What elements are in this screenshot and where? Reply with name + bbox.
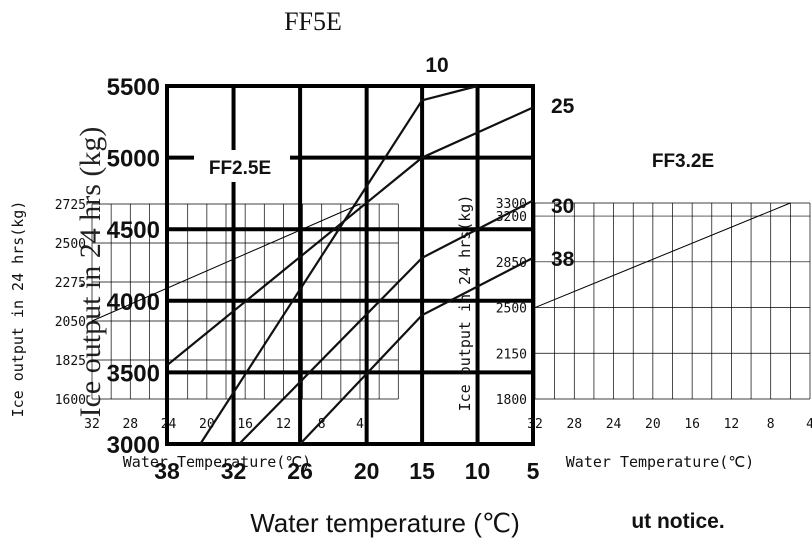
ff32e-x-tick-label: 8 bbox=[767, 417, 775, 432]
ff5e-y-tick-label: 3000 bbox=[107, 432, 160, 459]
ff5e-y-tick-label: 5000 bbox=[107, 146, 160, 173]
ff5e-x-tick-label: 38 bbox=[154, 458, 180, 484]
ff5e-series-label: 10 bbox=[425, 54, 448, 77]
ff32e-x-tick-label: 16 bbox=[684, 417, 700, 432]
ff5e-x-tick-label: 26 bbox=[287, 458, 313, 484]
ff32e-y-tick-label: 3300 bbox=[496, 197, 527, 212]
ff25e-series bbox=[91, 203, 361, 322]
ff25e-y-ticks: 1600 1825 2050 2275 2500 2725 bbox=[55, 198, 86, 408]
ff32e-y-tick-label: 2850 bbox=[496, 256, 527, 271]
ff25e-x-tick-label: 20 bbox=[199, 417, 215, 432]
ff25e-x-tick-label: 28 bbox=[122, 417, 138, 432]
ff5e-y-tick-label: 3500 bbox=[107, 360, 160, 387]
ff32e-grid bbox=[534, 202, 811, 400]
footer-note: ut notice. bbox=[631, 510, 724, 533]
ff5e-y-ticks: 3000 3500 4000 4500 5000 5500 bbox=[107, 74, 160, 459]
ff25e-y-tick-label: 2725 bbox=[55, 198, 86, 213]
ff5e-series-line bbox=[166, 106, 534, 367]
ff32e-y-tick-label: 1800 bbox=[496, 393, 527, 408]
ff32e-x-tick-label: 20 bbox=[645, 417, 661, 432]
ff5e-y-axis-label: Ice output in 24 hrs (kg) bbox=[74, 127, 107, 418]
ff32e-x-tick-label: 12 bbox=[724, 417, 740, 432]
ff5e-grid bbox=[165, 84, 535, 446]
ff25e-x-tick-label: 16 bbox=[237, 417, 253, 432]
ff5e-x-ticks: 38 32 26 20 15 10 5 bbox=[154, 458, 539, 484]
ff5e-x-tick-label: 32 bbox=[221, 458, 247, 484]
ff32e-y-axis-label: Ice output in 24 hrs(kg) bbox=[456, 195, 474, 412]
ff32e-x-tick-label: 24 bbox=[606, 417, 622, 432]
ff5e-title: FF5E bbox=[284, 7, 342, 36]
ff32e-y-tick-label: 3200 bbox=[496, 210, 527, 225]
ff5e-x-tick-label: 10 bbox=[465, 458, 491, 484]
ff25e-y-tick-label: 1825 bbox=[55, 354, 86, 369]
ff5e-x-tick-label: 5 bbox=[527, 458, 540, 484]
ff5e-series-label: 25 bbox=[551, 95, 575, 118]
ff32e-x-axis-label: Water Temperature(℃) bbox=[566, 453, 754, 471]
ff32e-y-tick-label: 2500 bbox=[496, 302, 527, 317]
ff25e-x-ticks: 32 28 24 20 16 12 8 4 bbox=[84, 417, 364, 432]
ff5e-y-tick-label: 4500 bbox=[107, 217, 160, 244]
ff32e-x-tick-label: 28 bbox=[566, 417, 582, 432]
ff5e-series-label: 30 bbox=[551, 195, 574, 218]
ff32e-x-tick-label: 4 bbox=[806, 417, 812, 432]
ff25e-title: FF2.5E bbox=[209, 158, 271, 179]
ff32e-x-tick-label: 32 bbox=[527, 417, 543, 432]
ff25e-chart: FF2.5E 1600 1825 2050 2275 2500 2725 32 28 24 20… bbox=[9, 150, 399, 471]
ff25e-title-backdrop bbox=[194, 150, 290, 182]
ff25e-x-axis-label: Water Temperature(℃) bbox=[123, 453, 311, 471]
ff5e-series-labels: 10 25 30 38 bbox=[425, 54, 574, 271]
ff5e-x-tick-label: 15 bbox=[409, 458, 435, 484]
ff5e-series-line bbox=[299, 256, 534, 445]
ff5e-chart: FF5E 3000 3500 4000 4500 5000 5500 38 32 26 20 15… bbox=[74, 7, 575, 538]
ff5e-x-axis-label: Water temperature (℃) bbox=[250, 508, 520, 538]
ff5e-series bbox=[166, 84, 534, 445]
ff25e-x-tick-label: 12 bbox=[276, 417, 292, 432]
ff25e-y-tick-label: 2500 bbox=[55, 237, 86, 252]
ff25e-x-tick-label: 8 bbox=[318, 417, 326, 432]
ff32e-y-tick-label: 2150 bbox=[496, 347, 527, 362]
ff5e-series-label: 38 bbox=[551, 248, 575, 271]
ff32e-series-line bbox=[534, 202, 791, 308]
ff5e-y-tick-label: 5500 bbox=[107, 74, 160, 101]
ff25e-series-line bbox=[91, 203, 361, 322]
ff25e-y-tick-label: 1600 bbox=[55, 393, 86, 408]
ff5e-series-line bbox=[199, 84, 478, 445]
ff25e-x-tick-label: 32 bbox=[84, 417, 100, 432]
ff5e-y-tick-label: 4000 bbox=[107, 289, 160, 316]
ff25e-grid bbox=[91, 203, 399, 400]
ff25e-x-tick-label: 4 bbox=[356, 417, 364, 432]
ff25e-y-axis-label: Ice output in 24 hrs(kg) bbox=[9, 201, 27, 418]
ff25e-y-tick-label: 2050 bbox=[55, 315, 86, 330]
ff32e-series bbox=[534, 202, 791, 308]
ff32e-title: FF3.2E bbox=[652, 151, 714, 172]
ff32e-x-ticks: 32 28 24 20 16 12 8 4 bbox=[527, 417, 812, 432]
ff25e-y-tick-label: 2275 bbox=[55, 276, 86, 291]
ff25e-x-tick-label: 24 bbox=[161, 417, 177, 432]
ff5e-series-line bbox=[238, 199, 534, 445]
ff5e-x-tick-label: 20 bbox=[354, 458, 380, 484]
